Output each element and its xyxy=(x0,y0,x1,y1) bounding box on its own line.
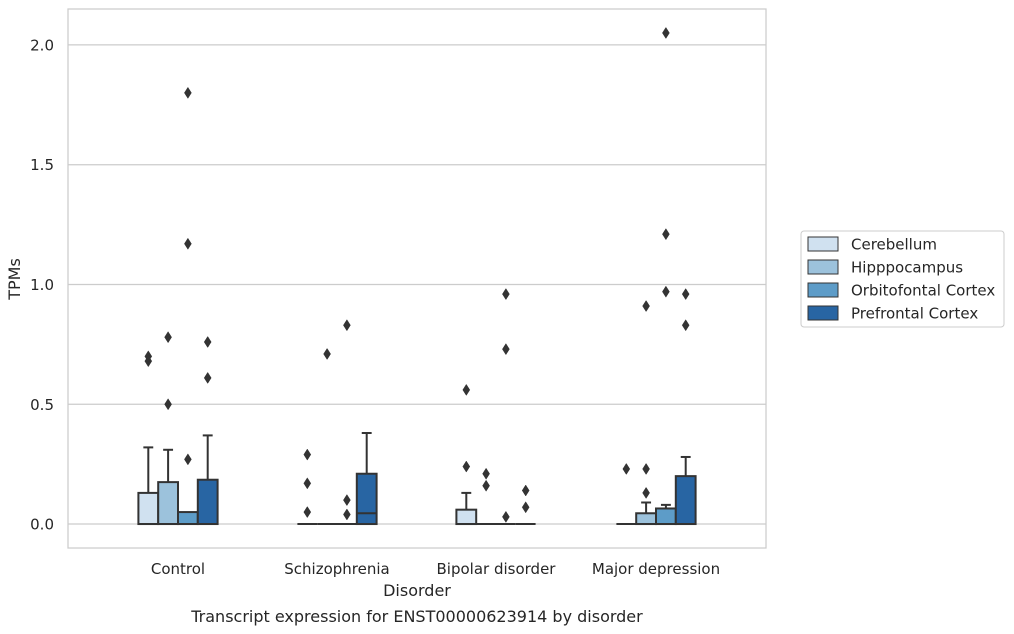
x-tick-label: Bipolar disorder xyxy=(437,560,557,578)
legend-swatch xyxy=(807,282,839,298)
outlier-point xyxy=(203,336,212,348)
outlier-point xyxy=(502,288,510,301)
outlier-point xyxy=(343,508,351,521)
outlier-point xyxy=(184,453,192,466)
outlier-point xyxy=(642,486,650,499)
outlier-point xyxy=(184,237,192,250)
y-tick-label: 1.0 xyxy=(30,276,54,294)
outlier-point xyxy=(642,462,650,475)
box-body xyxy=(655,507,677,526)
legend-frame xyxy=(800,230,1005,328)
box-0-0 xyxy=(137,350,160,526)
outlier-point xyxy=(343,319,351,332)
box-1-3 xyxy=(635,300,658,526)
y-tick-label: 0.0 xyxy=(30,516,54,534)
box-body xyxy=(157,481,179,526)
box-body xyxy=(355,472,378,526)
y-axis: 0.0 0.5 1.0 1.5 2.0 xyxy=(30,36,54,533)
outlier-point xyxy=(662,228,670,241)
outlier-point xyxy=(164,398,172,411)
outlier-point xyxy=(323,347,331,360)
outlier-point xyxy=(184,86,192,99)
y-tick-label: 0.5 xyxy=(30,396,54,414)
outlier-point xyxy=(482,467,490,480)
box-body xyxy=(177,511,199,526)
box-0-3 xyxy=(616,462,637,526)
box-1-0 xyxy=(157,331,179,526)
x-tick-label: Schizophrenia xyxy=(284,560,389,578)
box-1-2 xyxy=(476,467,496,526)
outlier-point xyxy=(303,448,312,461)
outlier-point xyxy=(462,460,471,473)
y-tick-label: 2.0 xyxy=(30,36,54,54)
chart-title: Transcript expression for ENST0000062391… xyxy=(190,607,643,626)
plot-frame xyxy=(67,8,767,549)
grid-lines xyxy=(68,44,766,525)
outlier-point xyxy=(502,510,510,523)
outlier-point xyxy=(303,477,312,490)
outlier-point xyxy=(662,285,670,298)
y-axis-label: TPMs xyxy=(5,258,24,301)
outlier-point xyxy=(622,462,631,475)
x-tick-label: Control xyxy=(151,560,205,578)
outlier-point xyxy=(462,383,471,396)
box-body xyxy=(196,478,219,526)
box-3-0 xyxy=(196,336,219,526)
x-tick-label: Major depression xyxy=(592,560,720,578)
box-2-1 xyxy=(337,319,357,526)
box-3-2 xyxy=(515,484,536,526)
outlier-point xyxy=(681,288,690,301)
box-0-1 xyxy=(297,448,318,526)
box-2-2 xyxy=(496,288,516,526)
y-tick-label: 1.5 xyxy=(30,156,54,174)
outlier-point xyxy=(203,371,212,384)
box-1-1 xyxy=(317,347,337,526)
x-axis: Control Schizophrenia Bipolar disorder Majo… xyxy=(151,560,720,578)
box-2-0 xyxy=(177,86,199,526)
outlier-point xyxy=(144,350,153,363)
legend-swatch xyxy=(807,305,839,321)
plot-area xyxy=(137,26,697,526)
legend-label: Hipppocampus xyxy=(851,259,963,277)
legend-swatch xyxy=(807,236,839,252)
box-3-1 xyxy=(355,432,378,526)
outlier-point xyxy=(482,479,490,492)
legend-label: Prefrontal Cortex xyxy=(851,305,978,323)
legend-label: Cerebellum xyxy=(851,236,937,254)
box-body xyxy=(674,475,697,526)
outlier-point xyxy=(662,26,670,39)
outlier-point xyxy=(521,484,530,497)
box-body xyxy=(635,512,658,526)
box-body xyxy=(455,508,478,526)
outlier-point xyxy=(164,331,172,344)
box-body xyxy=(137,491,160,526)
outlier-point xyxy=(502,343,510,356)
outlier-point xyxy=(521,501,530,514)
legend-swatch xyxy=(807,259,839,275)
outlier-point xyxy=(303,506,312,519)
x-axis-label: Disorder xyxy=(383,581,451,600)
outlier-point xyxy=(681,319,690,332)
outlier-point xyxy=(343,494,351,507)
legend: Cerebellum Hipppocampus Orbitofontal Corte… xyxy=(800,230,1005,328)
box-0-2 xyxy=(455,383,478,526)
outlier-point xyxy=(642,300,650,313)
box-2-3 xyxy=(655,26,677,526)
box-3-3 xyxy=(674,288,697,526)
legend-label: Orbitofontal Cortex xyxy=(851,282,995,300)
